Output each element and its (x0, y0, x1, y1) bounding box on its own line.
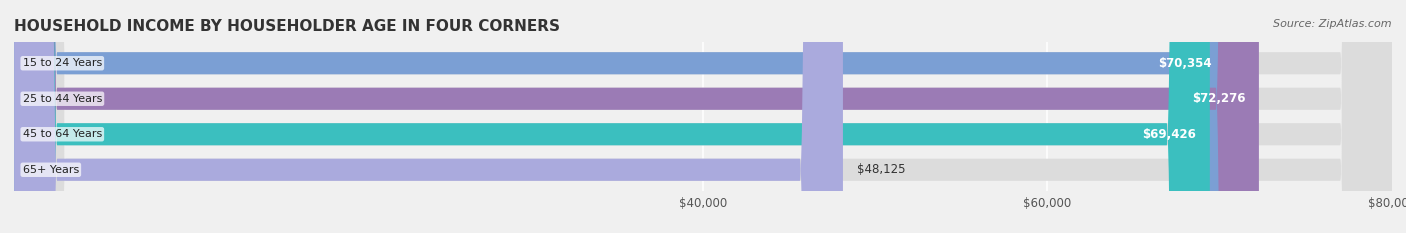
Text: $48,125: $48,125 (856, 163, 905, 176)
Text: $70,354: $70,354 (1159, 57, 1212, 70)
FancyBboxPatch shape (14, 0, 844, 233)
Text: 45 to 64 Years: 45 to 64 Years (22, 129, 101, 139)
Text: $72,276: $72,276 (1192, 92, 1246, 105)
FancyBboxPatch shape (14, 0, 1392, 233)
Text: 15 to 24 Years: 15 to 24 Years (22, 58, 101, 68)
Text: 25 to 44 Years: 25 to 44 Years (22, 94, 103, 104)
FancyBboxPatch shape (14, 0, 1392, 233)
FancyBboxPatch shape (14, 0, 1226, 233)
Text: 65+ Years: 65+ Years (22, 165, 79, 175)
Text: HOUSEHOLD INCOME BY HOUSEHOLDER AGE IN FOUR CORNERS: HOUSEHOLD INCOME BY HOUSEHOLDER AGE IN F… (14, 19, 560, 34)
FancyBboxPatch shape (14, 0, 1392, 233)
FancyBboxPatch shape (14, 0, 1392, 233)
Text: Source: ZipAtlas.com: Source: ZipAtlas.com (1274, 19, 1392, 29)
FancyBboxPatch shape (14, 0, 1209, 233)
FancyBboxPatch shape (14, 0, 1258, 233)
Text: $69,426: $69,426 (1142, 128, 1197, 141)
